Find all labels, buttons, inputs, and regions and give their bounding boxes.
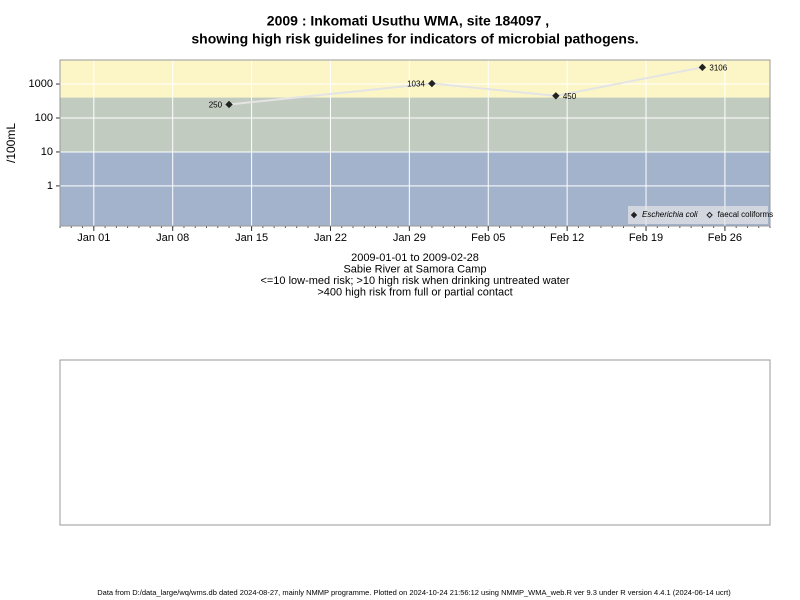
x-tick-label: Feb 05	[471, 232, 505, 244]
y-tick-label: 1000	[29, 78, 53, 90]
data-label: 250	[209, 101, 223, 110]
data-point	[698, 63, 707, 72]
y-tick-label: 10	[41, 146, 53, 158]
data-label: 450	[563, 92, 577, 101]
x-tick-label: Jan 01	[77, 232, 110, 244]
data-label: 1034	[407, 80, 425, 89]
chart-subtitle: showing high risk guidelines for indicat…	[191, 31, 638, 47]
x-tick-label: Jan 15	[235, 232, 268, 244]
legend-marker	[706, 211, 713, 219]
legend-marker	[630, 211, 638, 219]
x-tick-label: Feb 26	[708, 232, 742, 244]
y-axis-label: /100mL	[4, 123, 18, 163]
x-tick-label: Feb 19	[629, 232, 663, 244]
data-label: 3106	[709, 63, 727, 72]
note: <=10 low-med risk; >10 high risk when dr…	[260, 275, 569, 287]
data-point	[225, 100, 233, 109]
x-tick-label: Jan 29	[393, 232, 426, 244]
data-point	[552, 92, 560, 100]
note: >400 high risk from full or partial cont…	[317, 286, 512, 298]
y-tick-label: 1	[47, 180, 53, 192]
legend-box	[628, 206, 768, 224]
series-line	[228, 66, 703, 106]
risk-band	[60, 97, 770, 152]
x-tick-label: Jan 22	[314, 232, 347, 244]
legend-label: faecal coliforms	[718, 210, 774, 219]
empty-panel	[59, 359, 771, 526]
y-tick-label: 100	[35, 112, 53, 124]
risk-band	[60, 60, 770, 98]
x-tick-label: Jan 08	[156, 232, 189, 244]
chart-title: 2009 : Inkomati Usuthu WMA, site 184097 …	[267, 13, 549, 29]
footer: Data from D:/data_large/wq/wms.db dated …	[97, 588, 731, 597]
data-point	[428, 79, 436, 88]
plot-frame	[59, 59, 771, 227]
x-tick-label: Feb 12	[550, 232, 584, 244]
legend-label: Escherichia coli	[642, 210, 698, 219]
note: Sabie River at Samora Camp	[343, 263, 486, 275]
note: 2009-01-01 to 2009-02-28	[351, 252, 479, 264]
